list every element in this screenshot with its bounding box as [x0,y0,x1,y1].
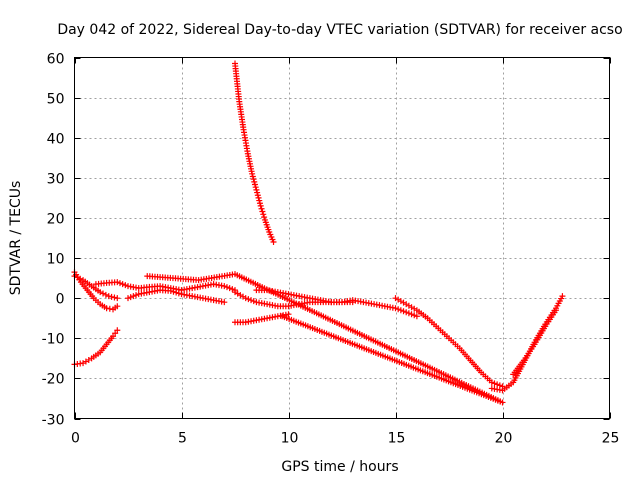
data-point-arc-10 [411,312,418,319]
data-point-arc-2 [74,274,81,281]
data-point-arc-10 [405,310,412,317]
data-point-arc-4 [251,181,258,188]
data-point-arc-4 [254,192,261,199]
x-tick-label: 5 [178,431,187,447]
data-point-arc-4 [252,184,259,191]
data-point-arc-2 [102,291,109,298]
data-point-arc-3 [112,330,119,337]
data-point-arc-1 [103,305,110,312]
data-point-arc-6 [127,294,134,301]
data-point-arc-7 [242,295,249,302]
data-point-arc-6 [130,293,137,300]
data-point-arc-13 [553,307,559,314]
data-point-arc-1 [106,305,113,312]
data-point-arc-4 [261,214,268,221]
data-point-arc-11 [491,380,498,387]
y-tick-label: 50 [47,92,65,108]
data-point-arc-10 [408,311,415,318]
data-point-arc-5 [119,281,126,288]
data-point-arc-10 [413,313,420,320]
data-point-arc-4 [255,194,262,201]
x-axis-label: GPS time / hours [281,459,398,475]
data-point-arc-4 [254,189,261,196]
data-point-arc-5 [114,279,121,286]
y-tick-label: 20 [47,212,65,228]
x-tick-label: 0 [71,431,80,447]
data-point-arc-8 [285,311,292,318]
data-point-arc-4 [258,205,265,212]
plot-frame [74,57,610,419]
data-point-arc-6 [173,289,180,296]
data-point-arc-6 [221,299,228,306]
data-point-arc-6 [175,290,182,297]
data-point-arc-10 [392,305,399,312]
data-point-arc-4 [270,239,277,246]
data-point-arc-3 [110,333,117,340]
data-point-arc-2 [77,275,84,282]
data-points-layer [71,60,566,406]
tick-layer: 0 5 10 15 20 25 -30 -20 -10 0 10 20 30 40 50 60 [42,52,620,447]
data-point-arc-4 [253,186,260,193]
y-tick-label: 30 [47,172,65,188]
data-point-arc-4 [251,178,258,185]
data-point-arc-2 [100,290,107,297]
y-tick-label: 60 [47,52,65,68]
y-tick-label: 40 [47,132,65,148]
data-point-arc-5 [221,283,228,290]
data-point-arc-4 [256,200,263,207]
data-point-arc-4 [250,176,257,183]
data-point-arc-7 [250,298,257,305]
chart-title: Day 042 of 2022, Sidereal Day-to-day VTE… [57,22,622,38]
x-tick-label: 20 [495,431,513,447]
data-point-arc-6 [167,287,174,294]
data-point-arc-6 [125,295,131,302]
data-point-arc-11 [494,381,501,388]
data-point-arc-4 [260,211,267,218]
data-point-arc-2 [111,294,118,301]
data-point-arc-7 [245,296,252,303]
data-point-arc-5 [226,285,233,292]
data-point-arc-5 [223,284,230,291]
data-point-arc-2 [108,293,115,300]
data-point-arc-2 [97,289,104,296]
data-point-arc-10 [397,307,404,314]
data-point-arc-4 [249,173,256,180]
data-point-arc-6 [133,292,140,299]
grid-layer [74,57,610,419]
data-point-arc-5 [229,286,236,293]
data-point-arc-2 [114,295,121,302]
x-tick-label: 10 [281,431,299,447]
data-point-arc-6 [170,288,177,295]
y-tick-label: 0 [56,292,65,308]
data-point-arc-10 [400,308,407,315]
y-tick-label: -30 [42,413,65,429]
y-axis-label: SDTVAR / TECUs [8,181,24,296]
data-point-arc-4 [259,208,266,215]
data-point-arc-5 [116,280,123,287]
y-tick-label: -20 [42,372,65,388]
data-point-arc-4 [256,197,263,204]
data-point-arc-12 [559,293,566,300]
data-point-arc-11 [488,379,495,386]
data-point-arc-5 [122,282,129,289]
data-point-arc-3 [114,327,121,334]
data-point-outliers [279,313,286,320]
data-point-arc-4 [257,202,264,209]
x-tick-label: 25 [602,431,620,447]
data-point-arc-10 [395,306,402,313]
x-tick-label: 15 [388,431,406,447]
data-point-arc-10 [403,309,410,316]
data-point-arc-2 [105,293,112,300]
y-tick-label: 10 [47,252,65,268]
data-point-arc-4 [249,170,256,177]
data-point-arc-1 [114,303,121,310]
data-point-arc-7 [248,297,255,304]
y-tick-label: -10 [42,332,65,348]
